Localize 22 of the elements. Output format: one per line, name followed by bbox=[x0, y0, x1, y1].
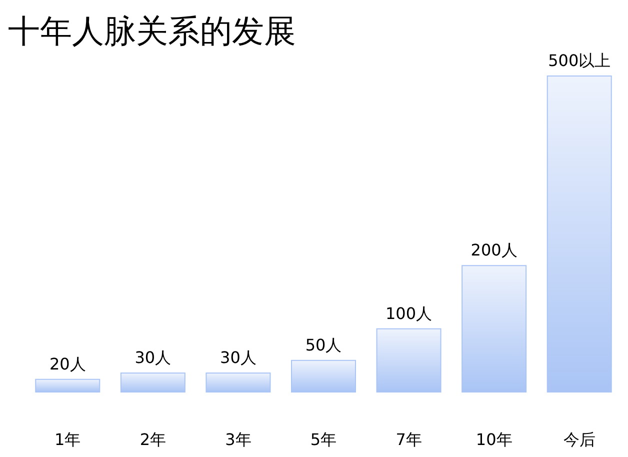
data-label: 100人 bbox=[386, 304, 432, 323]
chart-title: 十年人脉关系的发展 bbox=[8, 12, 296, 50]
x-tick-label: 7年 bbox=[396, 430, 422, 449]
data-label: 30人 bbox=[134, 348, 172, 368]
bar bbox=[206, 372, 271, 392]
data-label: 30人 bbox=[220, 348, 256, 368]
bar bbox=[291, 360, 356, 392]
data-label: 20人 bbox=[49, 354, 86, 374]
x-tick-label: 5年 bbox=[310, 430, 337, 449]
x-tick-label: 1年 bbox=[54, 430, 81, 449]
bar bbox=[546, 76, 612, 392]
x-tick-label: 10年 bbox=[476, 430, 512, 449]
x-tick-label: 3年 bbox=[225, 430, 252, 449]
x-tick-label: 2年 bbox=[140, 430, 166, 449]
bar bbox=[120, 372, 186, 392]
bar bbox=[376, 328, 442, 392]
data-label: 500以上 bbox=[548, 51, 611, 70]
x-tick-label: 今后 bbox=[563, 430, 596, 449]
data-label: 200人 bbox=[470, 240, 518, 260]
bar bbox=[35, 378, 100, 392]
bar bbox=[462, 265, 527, 392]
data-label: 50人 bbox=[305, 335, 342, 354]
